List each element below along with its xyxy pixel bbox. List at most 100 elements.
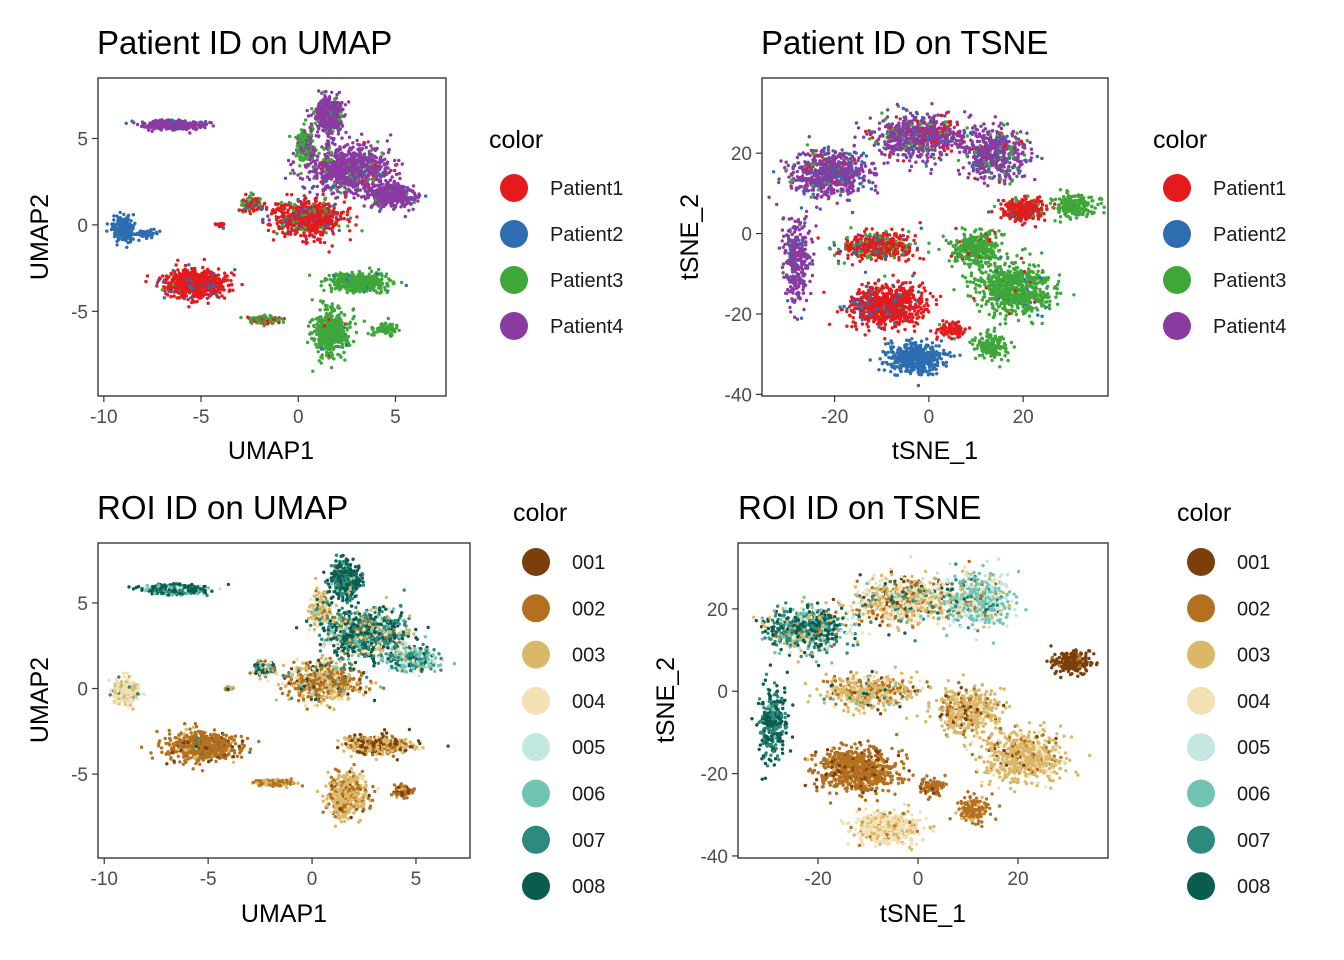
- scatter-point: [369, 281, 372, 284]
- scatter-point: [165, 277, 168, 280]
- scatter-point: [301, 240, 304, 243]
- scatter-point: [188, 281, 191, 284]
- scatter-point: [339, 114, 342, 117]
- scatter-point: [272, 238, 275, 241]
- scatter-point: [326, 156, 329, 159]
- scatter-point: [297, 150, 300, 153]
- scatter-point: [390, 204, 393, 207]
- scatter-point: [343, 217, 346, 220]
- scatter-point: [223, 296, 226, 299]
- scatter-point: [333, 97, 336, 100]
- scatter-point: [331, 163, 334, 166]
- scatter-point: [358, 279, 361, 282]
- scatter-point: [217, 281, 220, 284]
- scatter-point: [193, 285, 196, 288]
- scatter-point: [342, 351, 345, 354]
- scatter-point: [361, 285, 364, 288]
- scatter-point: [362, 180, 365, 183]
- scatter-point: [348, 148, 351, 151]
- scatter-point: [386, 161, 389, 164]
- scatter-point: [329, 278, 332, 281]
- scatter-point: [161, 288, 164, 291]
- scatter-point: [242, 198, 245, 201]
- scatter-point: [345, 272, 348, 275]
- scatter-point: [317, 134, 320, 137]
- scatter-point: [306, 205, 309, 208]
- scatter-point: [184, 288, 187, 291]
- scatter-point: [212, 284, 215, 287]
- scatter-point: [278, 227, 281, 230]
- scatter-point: [397, 159, 400, 162]
- scatter-point: [197, 274, 200, 277]
- scatter-point: [274, 202, 277, 205]
- scatter-point: [228, 288, 231, 291]
- scatter-point: [244, 193, 247, 196]
- scatter-point: [132, 237, 135, 240]
- scatter-point: [313, 205, 316, 208]
- scatter-point: [356, 158, 359, 161]
- scatter-point: [312, 324, 315, 327]
- scatter-point: [320, 231, 323, 234]
- scatter-point: [217, 273, 220, 276]
- scatter-point: [355, 331, 358, 334]
- scatter-point: [327, 211, 330, 214]
- scatter-point: [348, 189, 351, 192]
- scatter-point: [319, 238, 322, 241]
- scatter-point: [305, 139, 308, 142]
- scatter-point: [401, 196, 404, 199]
- scatter-point: [337, 224, 340, 227]
- scatter-point: [328, 283, 331, 286]
- scatter-point: [316, 226, 319, 229]
- scatter-point: [125, 246, 128, 249]
- scatter-point: [348, 207, 351, 210]
- scatter-point: [354, 188, 357, 191]
- scatter-point: [390, 191, 393, 194]
- scatter-point: [365, 281, 368, 284]
- scatter-point: [348, 136, 351, 139]
- scatter-point: [363, 204, 366, 207]
- scatter-point: [382, 189, 385, 192]
- scatter-point: [204, 274, 207, 277]
- scatter-point: [306, 200, 309, 203]
- scatter-point: [344, 194, 347, 197]
- scatter-point: [261, 207, 264, 210]
- scatter-point: [336, 285, 339, 288]
- scatter-point: [380, 274, 383, 277]
- scatter-point: [354, 223, 357, 226]
- scatter-point: [174, 289, 177, 292]
- scatter-point: [193, 268, 196, 271]
- scatter-point: [320, 284, 323, 287]
- scatter-point: [132, 224, 135, 227]
- scatter-point: [253, 208, 256, 211]
- scatter-point: [289, 163, 292, 166]
- scatter-point: [309, 137, 312, 140]
- scatter-point: [318, 202, 321, 205]
- scatter-point: [310, 114, 313, 117]
- scatter-point: [291, 169, 294, 172]
- scatter-point: [321, 193, 324, 196]
- scatter-point: [115, 240, 118, 243]
- scatter-point: [308, 191, 311, 194]
- scatter-point: [344, 161, 347, 164]
- scatter-point: [218, 291, 221, 294]
- scatter-point: [340, 136, 343, 139]
- scatter-point: [188, 291, 191, 294]
- scatter-point: [317, 152, 320, 155]
- scatter-point: [206, 302, 209, 305]
- scatter-point: [380, 290, 383, 293]
- scatter-point: [329, 171, 332, 174]
- scatter-point: [345, 170, 348, 173]
- scatter-point: [301, 207, 304, 210]
- scatter-point: [232, 273, 235, 276]
- scatter-point: [344, 282, 347, 285]
- scatter-point: [344, 103, 347, 106]
- scatter-point: [330, 177, 333, 180]
- scatter-point: [156, 126, 159, 129]
- scatter-point: [307, 208, 310, 211]
- scatter-point: [164, 292, 167, 295]
- scatter-point: [394, 204, 397, 207]
- scatter-point: [169, 295, 172, 298]
- scatter-point: [350, 173, 353, 176]
- scatter-point: [175, 125, 178, 128]
- scatter-point: [178, 280, 181, 283]
